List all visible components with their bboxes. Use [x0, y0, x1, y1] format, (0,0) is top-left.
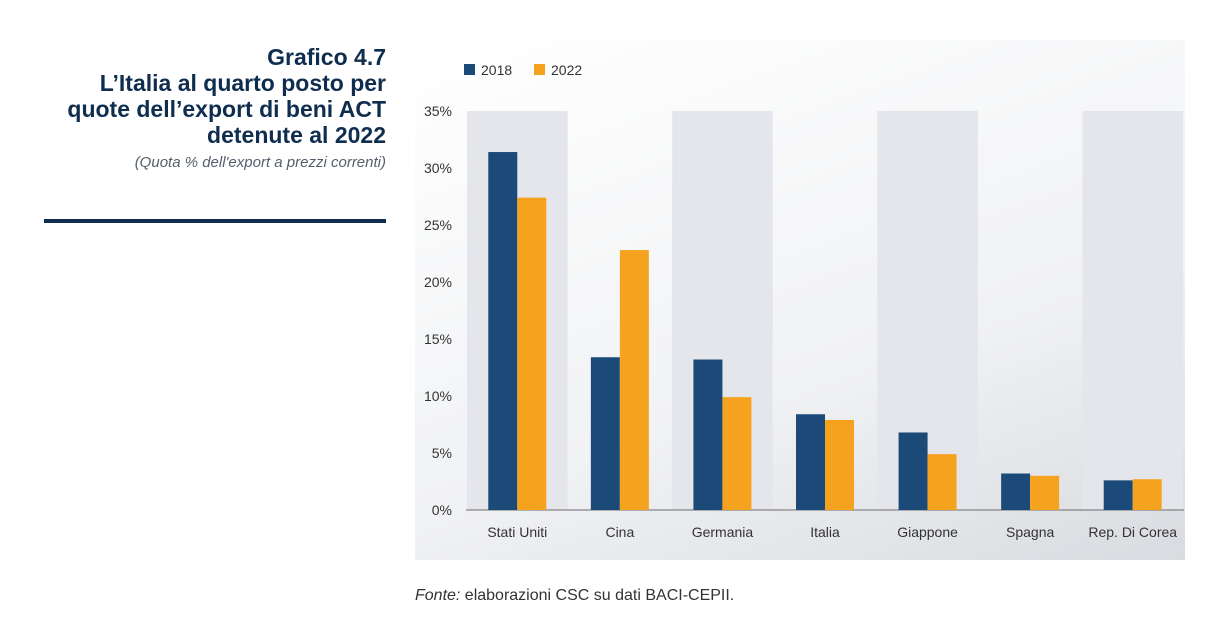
x-category-label: Germania	[692, 524, 754, 540]
bar-2022	[619, 250, 649, 510]
category-band	[1082, 111, 1183, 510]
y-tick-label: 35%	[424, 103, 452, 119]
bar-2022	[722, 397, 752, 510]
y-tick-label: 20%	[424, 274, 452, 290]
y-tick-label: 30%	[424, 160, 452, 176]
y-tick-label: 5%	[432, 445, 452, 461]
y-tick-label: 0%	[432, 502, 452, 518]
y-tick-label: 25%	[424, 217, 452, 233]
legend-label: 2022	[551, 62, 582, 78]
bar-2018	[693, 359, 723, 510]
legend-label: 2018	[481, 62, 512, 78]
title-block: Grafico 4.7 L’Italia al quarto posto per…	[40, 44, 386, 171]
legend-swatch-2018	[464, 64, 475, 75]
x-category-label: Stati Uniti	[487, 524, 547, 540]
bar-2018	[1001, 473, 1031, 510]
bar-2022	[927, 454, 957, 510]
source-note: Fonte: elaborazioni CSC su dati BACI-CEP…	[415, 587, 734, 605]
x-category-label: Italia	[810, 524, 840, 540]
bar-2022	[1030, 475, 1060, 510]
bar-chart: 0% 5% 10% 15% 20% 25% 30% 35% Stati Uniti Cina Ger…	[424, 62, 1184, 540]
bar-2018	[796, 414, 825, 510]
source-label: Fonte:	[415, 587, 461, 604]
x-category-label: Spagna	[1006, 524, 1054, 540]
bar-2018	[898, 432, 928, 510]
bar-2022	[1132, 479, 1162, 510]
chart-title: L’Italia al quarto posto per quote dell’…	[67, 70, 386, 148]
source-text: elaborazioni CSC su dati BACI-CEPII.	[460, 587, 735, 604]
x-category-label: Cina	[605, 524, 634, 540]
title-divider	[44, 219, 386, 223]
bar-2018	[590, 357, 620, 510]
chart-number: Grafico 4.7	[267, 44, 386, 70]
chart-subtitle: (Quota % dell'export a prezzi correnti)	[134, 154, 386, 171]
y-tick-label: 15%	[424, 331, 452, 347]
legend-swatch-2022	[534, 64, 545, 75]
chart-panel: 0% 5% 10% 15% 20% 25% 30% 35% Stati Uniti Cina Ger…	[415, 40, 1185, 560]
x-category-label: Giappone	[897, 524, 958, 540]
bar-2022	[825, 419, 854, 510]
y-tick-label: 10%	[424, 388, 452, 404]
bar-2022	[517, 197, 547, 510]
bar-2018	[1103, 480, 1133, 510]
bar-2018	[488, 152, 518, 510]
x-category-label: Rep. Di Corea	[1088, 524, 1177, 540]
